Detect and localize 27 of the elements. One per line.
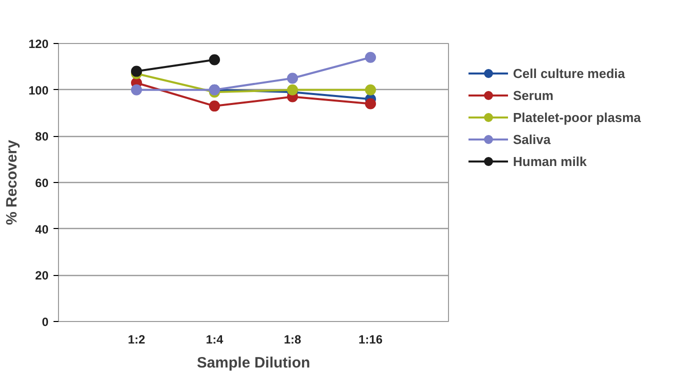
y-tick-label: 100 xyxy=(28,83,49,98)
x-tick-label: 1:16 xyxy=(358,332,383,346)
point xyxy=(131,84,142,96)
point xyxy=(365,98,376,110)
legend-label: Platelet-poor plasma xyxy=(513,110,641,124)
point xyxy=(209,54,220,66)
y-tick-label: 120 xyxy=(28,37,49,51)
point xyxy=(365,84,376,96)
y-tick-label: 0 xyxy=(42,315,49,329)
y-tick-label: 40 xyxy=(35,222,49,236)
point xyxy=(209,100,220,112)
y-axis-title: % Recovery xyxy=(3,139,20,226)
x-tick-label: 1:8 xyxy=(284,332,302,346)
legend-label: Human milk xyxy=(513,154,587,168)
y-tick-label: 20 xyxy=(35,268,49,283)
legend-label: Cell culture media xyxy=(513,66,625,80)
legend-label: Saliva xyxy=(513,132,551,146)
y-tick-label: 60 xyxy=(35,176,49,190)
point xyxy=(131,66,142,77)
point xyxy=(287,72,298,84)
x-tick-label: 1:2 xyxy=(128,332,146,346)
x-axis-title: Sample Dilution xyxy=(196,354,310,372)
y-tick-label: 80 xyxy=(35,130,49,144)
point xyxy=(287,84,298,96)
legend-label: Serum xyxy=(513,88,554,102)
x-tick-label: 1:4 xyxy=(206,332,224,346)
point xyxy=(365,52,376,63)
